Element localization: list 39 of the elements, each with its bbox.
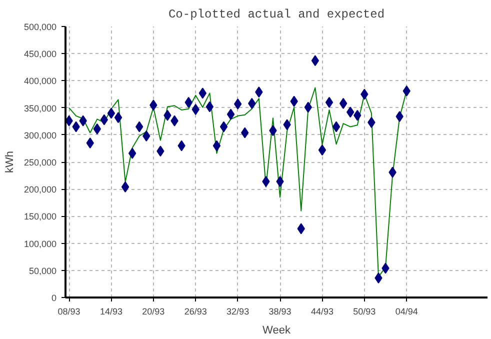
- y-tick-label: 300,000: [24, 130, 57, 140]
- point: [128, 148, 136, 159]
- x-axis-title: Week: [262, 324, 291, 336]
- point: [212, 140, 221, 152]
- point: [318, 144, 326, 156]
- chart-title: Co-plotted actual and expected: [168, 8, 385, 22]
- point: [226, 108, 235, 120]
- y-axis-title: kWh: [4, 151, 16, 173]
- x-tick-label: 38/93: [268, 306, 292, 316]
- point: [234, 98, 242, 110]
- y-tick-label: 150,000: [24, 212, 57, 222]
- x-tick-label: 08/93: [58, 306, 80, 316]
- point: [107, 108, 116, 119]
- point: [206, 101, 214, 112]
- y-tick-label: 400,000: [24, 76, 57, 86]
- y-tick-label: 100,000: [24, 238, 57, 249]
- point: [325, 96, 334, 108]
- point: [100, 114, 108, 126]
- x-tick-label: 50/93: [353, 306, 376, 316]
- point: [220, 121, 228, 132]
- x-tick-label: 26/93: [184, 306, 207, 316]
- point: [311, 55, 320, 66]
- y-tick-label: 500,000: [24, 22, 57, 32]
- point: [339, 98, 348, 109]
- point: [332, 121, 340, 132]
- point: [121, 181, 130, 192]
- x-tick-label: 14/93: [100, 306, 122, 316]
- y-tick-label: 200,000: [24, 184, 57, 195]
- y-tick-label: 50,000: [28, 266, 57, 276]
- x-tick-label: 32/93: [226, 306, 250, 316]
- x-tick-label: 04/94: [395, 306, 418, 316]
- y-tick-label: 450,000: [24, 49, 57, 60]
- y-tick-label: 250,000: [24, 158, 57, 168]
- y-tick-label: 350,000: [24, 103, 57, 114]
- y-tick-label: 0: [51, 293, 57, 303]
- point: [402, 86, 410, 96]
- x-tick-label: 20/93: [142, 306, 165, 316]
- point: [114, 112, 122, 124]
- x-tick-label: 44/93: [310, 306, 334, 316]
